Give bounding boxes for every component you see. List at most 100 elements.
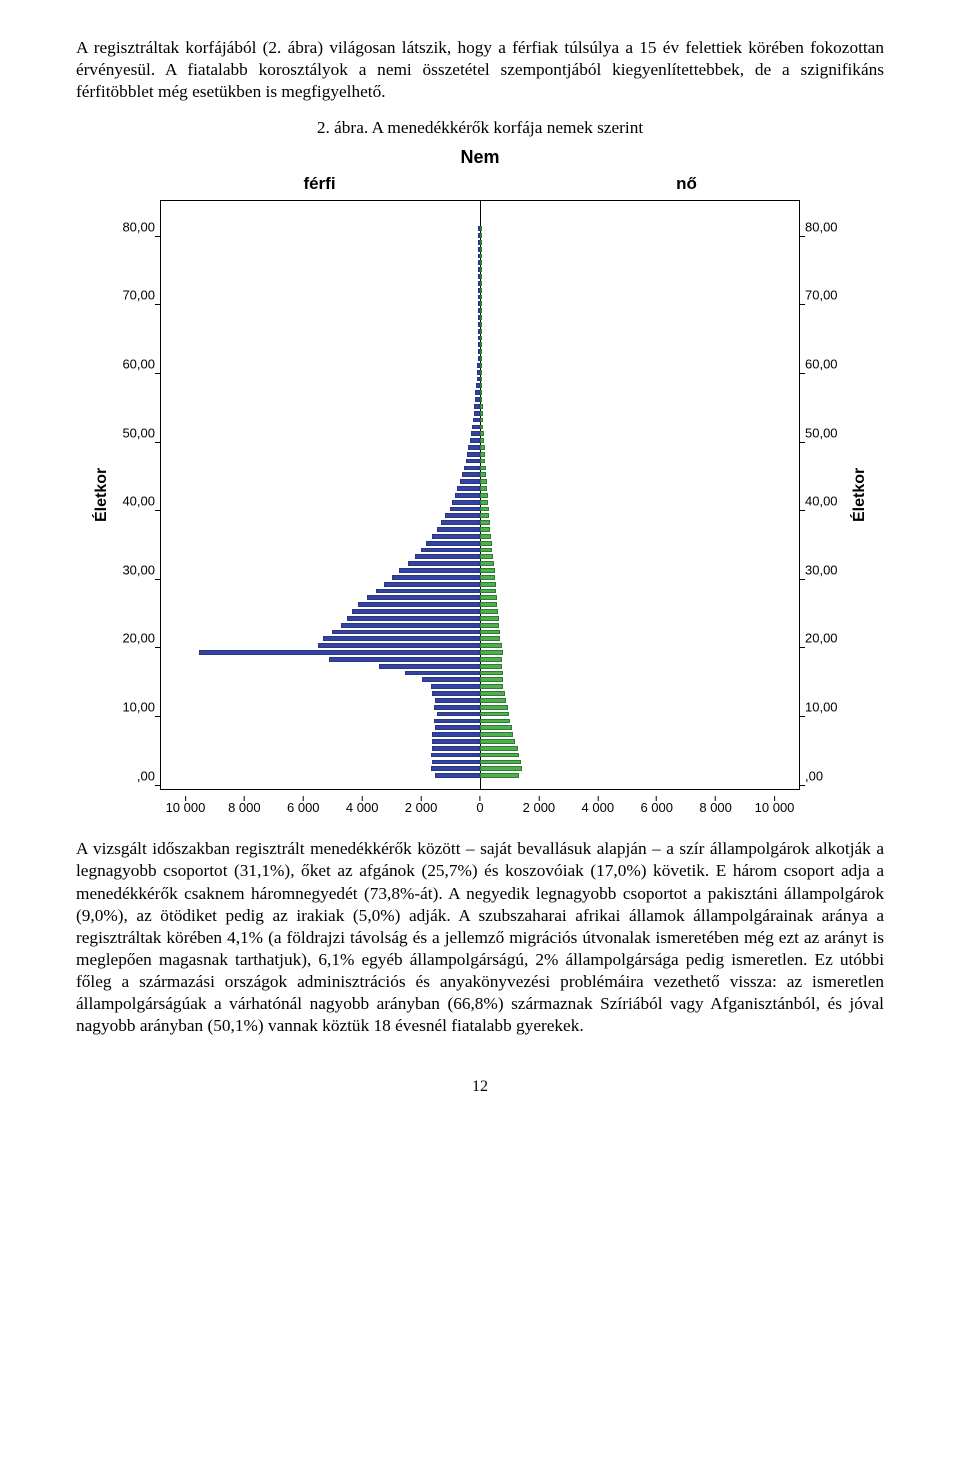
bar-male	[392, 575, 480, 580]
bar-male	[471, 431, 480, 436]
bar-male	[441, 520, 480, 525]
bar-female	[480, 390, 482, 395]
bar-female	[480, 582, 496, 587]
bar-female	[480, 411, 483, 416]
bar-male	[421, 548, 480, 553]
bar-male	[329, 657, 480, 662]
bar-male	[332, 630, 480, 635]
bar-female	[480, 397, 482, 402]
bar-male	[347, 616, 480, 621]
bar-female	[480, 418, 483, 423]
bar-female	[480, 746, 518, 751]
bar-male	[384, 582, 480, 587]
bar-male	[426, 541, 480, 546]
col-head-female: nő	[503, 173, 870, 195]
bar-male	[352, 609, 480, 614]
col-head-male: férfi	[136, 173, 503, 195]
y-tick: 50,00	[800, 434, 848, 451]
bar-female	[480, 288, 482, 293]
bar-female	[480, 636, 500, 641]
y-tick: 40,00	[800, 502, 848, 519]
bar-female	[480, 568, 495, 573]
bar-female	[480, 602, 497, 607]
x-ticks: 10 0008 0006 0004 0002 00002 0004 0006 0…	[156, 790, 804, 820]
y-ticks-right: ,0010,0020,0030,0040,0050,0060,0070,0080…	[800, 200, 848, 790]
body-paragraph: A vizsgált időszakban regisztrált menedé…	[76, 838, 884, 1037]
bar-female	[480, 554, 493, 559]
y-tick: 70,00	[800, 296, 848, 313]
bar-male	[435, 725, 480, 730]
bar-male	[405, 671, 480, 676]
bar-male	[367, 595, 480, 600]
bar-female	[480, 233, 482, 238]
bar-male	[358, 602, 480, 607]
y-tick: 80,00	[800, 228, 848, 245]
bar-female	[480, 623, 499, 628]
x-tick: 8 000	[699, 796, 732, 817]
x-tick: 10 000	[755, 796, 795, 817]
y-tick: 50,00	[112, 434, 160, 451]
bar-male	[199, 650, 480, 655]
bar-female	[480, 677, 503, 682]
bar-male	[431, 766, 480, 771]
bar-female	[480, 500, 488, 505]
bar-female	[480, 684, 503, 689]
bar-female	[480, 595, 497, 600]
bar-female	[480, 383, 482, 388]
y-tick: ,00	[112, 777, 160, 794]
y-tick: 10,00	[112, 708, 160, 725]
bar-female	[480, 493, 488, 498]
bar-male	[432, 746, 480, 751]
bar-female	[480, 520, 490, 525]
bar-female	[480, 698, 506, 703]
bar-female	[480, 377, 482, 382]
bar-female	[480, 609, 498, 614]
bar-male	[434, 705, 480, 710]
bar-female	[480, 513, 489, 518]
bar-female	[480, 719, 510, 724]
bar-male	[318, 643, 480, 648]
y-tick: 60,00	[800, 365, 848, 382]
bar-female	[480, 575, 495, 580]
bar-female	[480, 425, 483, 430]
bar-male	[376, 589, 480, 594]
bar-female	[480, 732, 513, 737]
y-tick: 20,00	[112, 639, 160, 656]
bar-male	[434, 719, 480, 724]
bar-female	[480, 267, 482, 272]
bar-female	[480, 226, 482, 231]
bar-male	[464, 466, 480, 471]
x-tick: 8 000	[228, 796, 261, 817]
y-ticks-left: ,0010,0020,0030,0040,0050,0060,0070,0080…	[112, 200, 160, 790]
bar-female	[480, 247, 482, 252]
bar-female	[480, 254, 482, 259]
bar-female	[480, 486, 487, 491]
bar-female	[480, 342, 482, 347]
bar-male	[435, 773, 480, 778]
bar-female	[480, 548, 492, 553]
bar-female	[480, 739, 515, 744]
y-tick: 30,00	[800, 571, 848, 588]
x-tick: 2 000	[523, 796, 556, 817]
bar-female	[480, 370, 482, 375]
bar-female	[480, 616, 499, 621]
bar-female	[480, 561, 494, 566]
bar-female	[480, 773, 519, 778]
bar-female	[480, 671, 503, 676]
bar-female	[480, 766, 522, 771]
bar-male	[432, 739, 480, 744]
bar-female	[480, 712, 509, 717]
bar-female	[480, 527, 490, 532]
bar-female	[480, 760, 521, 765]
bar-male	[431, 753, 480, 758]
bar-female	[480, 431, 484, 436]
bar-male	[422, 677, 480, 682]
bar-male	[450, 507, 480, 512]
bar-female	[480, 459, 485, 464]
y-tick: 80,00	[112, 228, 160, 245]
bar-female	[480, 541, 492, 546]
bar-female	[480, 295, 482, 300]
x-tick: 6 000	[640, 796, 673, 817]
bar-female	[480, 630, 500, 635]
bar-male	[432, 534, 480, 539]
